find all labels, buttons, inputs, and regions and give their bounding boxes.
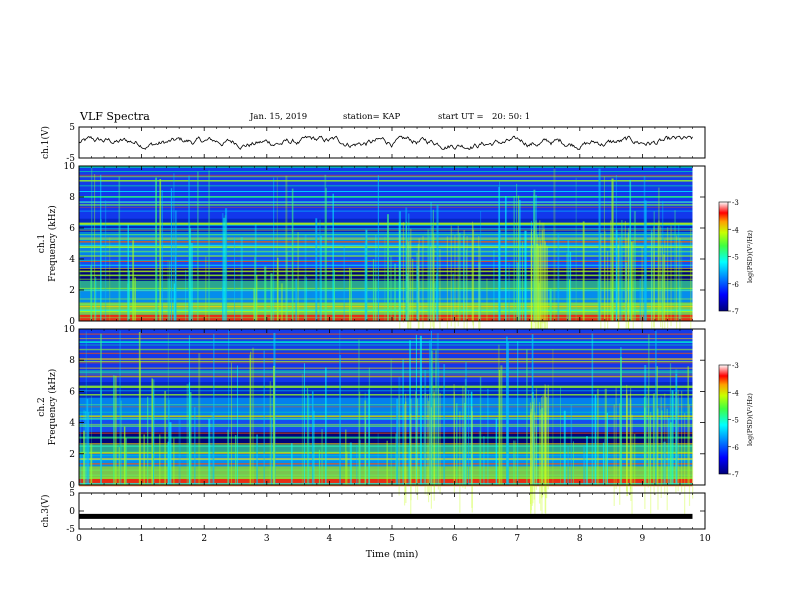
x-tick-label-6: 6 (452, 534, 458, 544)
ch3-waveform-ylabel: ch.3(V) (40, 495, 51, 528)
ch1-spectrogram-y-tick-8: 8 (69, 193, 75, 203)
date-label: Jan. 15, 2019 (250, 112, 308, 122)
ch2-spectrogram-cb-tick--5: -5 (732, 417, 739, 425)
ch1-spectrogram-channel-label: ch.1 (37, 234, 47, 253)
ch3-wave-y-tick--5: -5 (66, 525, 75, 535)
ch2-spectrogram-y-tick-2: 2 (69, 450, 75, 460)
x-tick-label-1: 1 (139, 534, 145, 544)
ch1-spectrogram-cb-tick--4: -4 (732, 226, 739, 234)
start-ut-label: start UT = (438, 112, 484, 122)
x-tick-label-4: 4 (327, 534, 333, 544)
ch2-spectrogram-colorbar (718, 364, 729, 475)
x-tick-label-10: 10 (699, 534, 711, 544)
x-axis-label: Time (min) (366, 549, 419, 560)
ch2-spectrogram-y-tick-6: 6 (69, 387, 75, 397)
ch1-spectrogram-y-tick-2: 2 (69, 286, 75, 296)
ch1-spectrogram-y-tick-0: 0 (69, 317, 75, 327)
ch1-spectrogram-y-tick-10: 10 (64, 162, 76, 172)
ch2-spectrogram-colorbar-label: log(PSD)(V²/Hz) (746, 393, 754, 446)
ch2-spectrogram-y-tick-4: 4 (69, 419, 75, 429)
ch1-spectrogram-ylabel: Frequency (kHz) (47, 205, 58, 282)
figure-title: VLF Spectra (80, 110, 150, 123)
ch2-spectrogram-cb-tick--7: -7 (732, 471, 739, 479)
ch1-spectrogram-colorbar (718, 201, 729, 312)
ch1-spectrogram-y-tick-6: 6 (69, 224, 75, 234)
x-tick-label-0: 0 (76, 534, 82, 544)
x-tick-label-9: 9 (640, 534, 646, 544)
ch2-spectrogram-ylabel: Frequency (kHz) (47, 369, 58, 446)
ch3-wave-y-tick-5: 5 (69, 489, 75, 499)
ch3-wave-y-tick-0: 0 (69, 507, 75, 517)
ch1-waveform-ylabel: ch.1(V) (40, 126, 51, 159)
x-tick-label-3: 3 (264, 534, 270, 544)
ch2-spectrogram-cb-tick--4: -4 (732, 389, 739, 397)
ch1-spectrogram-image (79, 166, 693, 352)
ch2-spectrogram-y-tick-8: 8 (69, 356, 75, 366)
x-tick-label-5: 5 (389, 534, 395, 544)
ch1-waveform-trace (78, 135, 693, 150)
ch1-spectrogram-colorbar-label: log(PSD)(V²/Hz) (746, 230, 754, 283)
ch1-spectrogram-cb-tick--7: -7 (732, 308, 739, 316)
start-ut-value: 20: 50: 1 (492, 112, 531, 122)
x-tick-label-8: 8 (577, 534, 583, 544)
ch1-spectrogram-cb-tick--5: -5 (732, 254, 739, 262)
ch2-spectrogram-channel-label: ch.2 (37, 397, 47, 416)
ch1-wave-y-tick-5: 5 (69, 123, 75, 133)
ch2-spectrogram-image (79, 329, 694, 516)
ch3-waveform-frame (78, 492, 706, 530)
ch2-spectrogram-cb-tick--3: -3 (732, 362, 739, 370)
x-tick-label-7: 7 (514, 534, 520, 544)
ch1-spectrogram-cb-tick--6: -6 (732, 281, 739, 289)
ch1-spectrogram-y-tick-4: 4 (69, 255, 75, 265)
ch1-wave-y-tick--5: -5 (66, 154, 75, 164)
station-label: station= KAP (343, 112, 401, 122)
ch2-spectrogram-y-tick-10: 10 (64, 325, 76, 335)
ch1-spectrogram-cb-tick--3: -3 (732, 199, 739, 207)
ch2-spectrogram-cb-tick--6: -6 (732, 444, 739, 452)
ch2-spectrogram-y-tick-0: 0 (69, 481, 75, 491)
x-tick-label-2: 2 (201, 534, 207, 544)
